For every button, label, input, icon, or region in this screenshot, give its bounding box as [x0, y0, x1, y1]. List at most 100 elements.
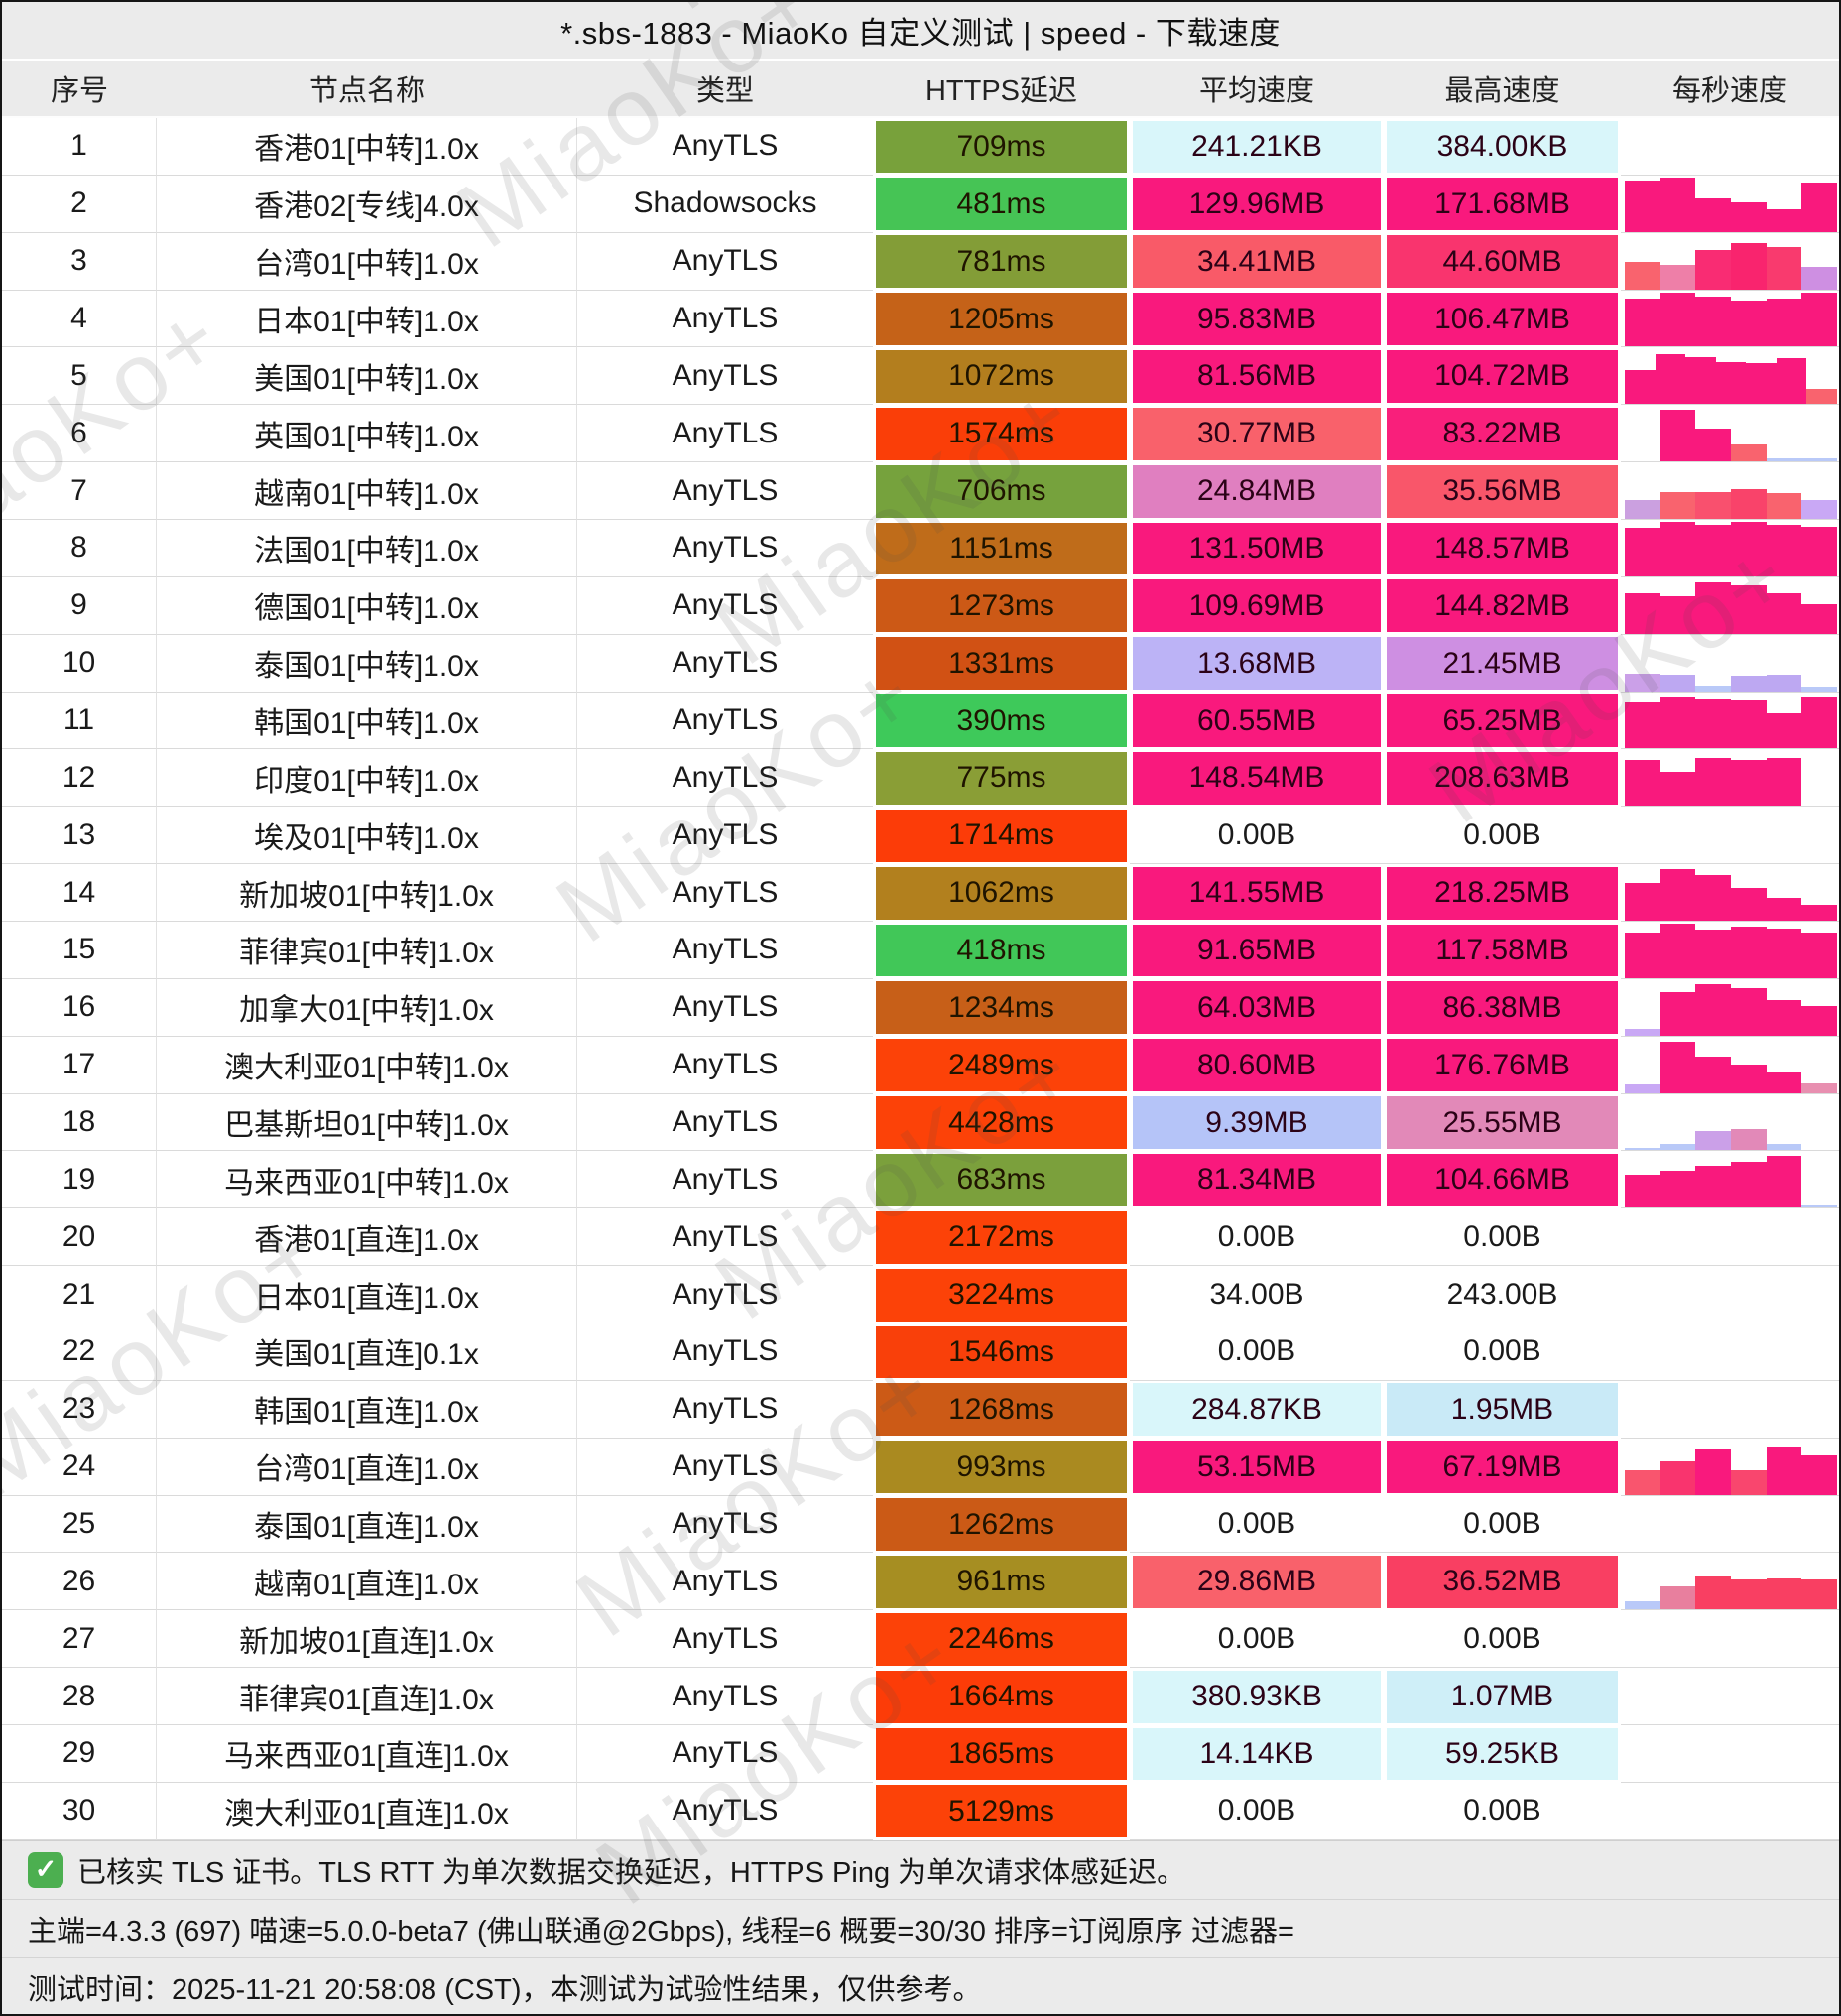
sparkline-bar: [1731, 522, 1767, 576]
row-index: 28: [2, 1668, 157, 1726]
avg-speed-value: 131.50MB: [1133, 522, 1381, 575]
speed-sparkline: [1621, 1553, 1839, 1611]
avg-speed-cell: 91.65MB: [1130, 922, 1384, 979]
sparkline-bar: [1659, 1143, 1696, 1151]
node-type: AnyTLS: [577, 347, 873, 406]
sparkline-bar: [1695, 581, 1732, 634]
avg-speed-cell: 13.68MB: [1130, 635, 1384, 693]
https-latency-value: 5129ms: [876, 1785, 1127, 1838]
avg-speed-cell: 9.39MB: [1130, 1094, 1384, 1152]
avg-speed-value: 53.15MB: [1133, 1441, 1381, 1494]
table-row: 16 加拿大01[中转]1.0x AnyTLS 1234ms 64.03MB 86.38M…: [2, 978, 1839, 1037]
sparkline-bar: [1659, 869, 1696, 922]
max-speed-cell: 208.63MB: [1384, 749, 1621, 807]
node-type: AnyTLS: [577, 807, 873, 865]
max-speed-value: 208.63MB: [1387, 751, 1618, 805]
avg-speed-value: 0.00B: [1217, 1621, 1296, 1655]
avg-speed-value: 0.00B: [1217, 1507, 1296, 1541]
https-latency-cell: 1865ms: [873, 1725, 1130, 1783]
sparkline-bar: [1695, 874, 1732, 922]
node-name: 新加坡01[中转]1.0x: [157, 864, 577, 923]
sparkline-bar: [1695, 525, 1732, 576]
sparkline-bar: [1766, 457, 1802, 462]
sparkline-bar: [1625, 1147, 1660, 1151]
max-speed-cell: 0.00B: [1384, 1610, 1621, 1669]
node-name: 马来西亚01[直连]1.0x: [157, 1725, 577, 1783]
table-row: 9 德国01[中转]1.0x AnyTLS 1273ms 109.69MB 144.82M…: [2, 576, 1839, 635]
node-type: AnyTLS: [577, 1094, 873, 1152]
max-speed-value: 21.45MB: [1387, 637, 1618, 691]
https-latency-cell: 1062ms: [873, 864, 1130, 922]
sparkline-bar: [1766, 1577, 1802, 1610]
column-header: HTTPS延迟: [924, 75, 1078, 107]
speed-sparkline: [1621, 1151, 1839, 1209]
avg-speed-cell: 0.00B: [1130, 1208, 1384, 1267]
sparkline-bar: [1659, 1171, 1696, 1208]
max-speed-cell: 0.00B: [1384, 1208, 1621, 1267]
https-latency-cell: 390ms: [873, 693, 1130, 750]
sparkline-bar: [1766, 1446, 1802, 1495]
https-latency-value: 709ms: [876, 120, 1127, 174]
https-latency-cell: 1262ms: [873, 1496, 1130, 1554]
sparkline-bar: [1625, 527, 1660, 576]
speed-sparkline: [1621, 1208, 1839, 1267]
max-speed-cell: 83.22MB: [1384, 405, 1621, 462]
sparkline-bar: [1625, 1470, 1660, 1495]
node-name: 菲律宾01[中转]1.0x: [157, 922, 577, 979]
speed-sparkline: [1621, 462, 1839, 521]
https-latency-cell: 1151ms: [873, 520, 1130, 577]
node-name: 日本01[直连]1.0x: [157, 1266, 577, 1324]
https-latency-value: 2246ms: [876, 1612, 1127, 1666]
speed-sparkline: [1621, 347, 1839, 406]
node-type: AnyTLS: [577, 1151, 873, 1209]
sparkline-bar: [1715, 361, 1747, 405]
node-type: AnyTLS: [577, 1037, 873, 1094]
row-index: 18: [2, 1093, 157, 1152]
sparkline-bar: [1801, 696, 1838, 749]
https-latency-value: 1205ms: [876, 293, 1127, 345]
node-type: AnyTLS: [577, 635, 873, 693]
max-speed-cell: 0.00B: [1384, 1496, 1621, 1554]
max-speed-value: 59.25KB: [1387, 1727, 1618, 1781]
sparkline-bar: [1625, 370, 1656, 405]
https-latency-cell: 5129ms: [873, 1783, 1130, 1840]
column-header: 最高速度: [1444, 75, 1560, 107]
column-header: 平均速度: [1198, 75, 1314, 107]
node-name: 马来西亚01[中转]1.0x: [157, 1151, 577, 1209]
https-latency-value: 1273ms: [876, 579, 1127, 633]
sparkline-bar: [1695, 1056, 1732, 1093]
avg-speed-cell: 0.00B: [1130, 1496, 1384, 1554]
node-type: AnyTLS: [577, 1266, 873, 1324]
https-latency-cell: 1205ms: [873, 291, 1130, 348]
https-latency-cell: 781ms: [873, 233, 1130, 291]
sparkline-bar: [1801, 1455, 1838, 1495]
avg-speed-value: 0.00B: [1217, 1219, 1296, 1253]
footer-note-tls-text: 已核实 TLS 证书。TLS RTT 为单次数据交换延迟，HTTPS Ping …: [77, 1856, 1186, 1889]
max-speed-value: 176.76MB: [1387, 1039, 1618, 1092]
sparkline-bar: [1625, 299, 1660, 347]
node-type: AnyTLS: [577, 1208, 873, 1267]
avg-speed-value: 0.00B: [1217, 1334, 1296, 1368]
https-latency-cell: 1273ms: [873, 577, 1130, 635]
max-speed-value: 0.00B: [1463, 1507, 1541, 1541]
row-index: 11: [2, 692, 157, 750]
sparkline-bar: [1655, 354, 1686, 405]
avg-speed-value: 34.41MB: [1133, 235, 1381, 289]
sparkline-bar: [1766, 247, 1802, 290]
https-latency-cell: 1234ms: [873, 979, 1130, 1037]
max-speed-value: 104.72MB: [1387, 349, 1618, 403]
max-speed-cell: 106.47MB: [1384, 291, 1621, 348]
https-latency-value: 781ms: [876, 235, 1127, 289]
column-header: 节点名称: [308, 75, 425, 107]
sparkline-bar: [1731, 489, 1767, 520]
node-type: AnyTLS: [577, 1496, 873, 1554]
row-index: 22: [2, 1323, 157, 1381]
max-speed-value: 0.00B: [1463, 1219, 1541, 1253]
sparkline-bar: [1776, 357, 1807, 405]
table-row: 12 印度01[中转]1.0x AnyTLS 775ms 148.54MB 208.63M…: [2, 749, 1839, 808]
node-name: 日本01[中转]1.0x: [157, 290, 577, 348]
https-latency-value: 683ms: [876, 1153, 1127, 1206]
https-latency-cell: 961ms: [873, 1553, 1130, 1610]
max-speed-value: 83.22MB: [1387, 407, 1618, 460]
node-type: AnyTLS: [577, 1553, 873, 1611]
